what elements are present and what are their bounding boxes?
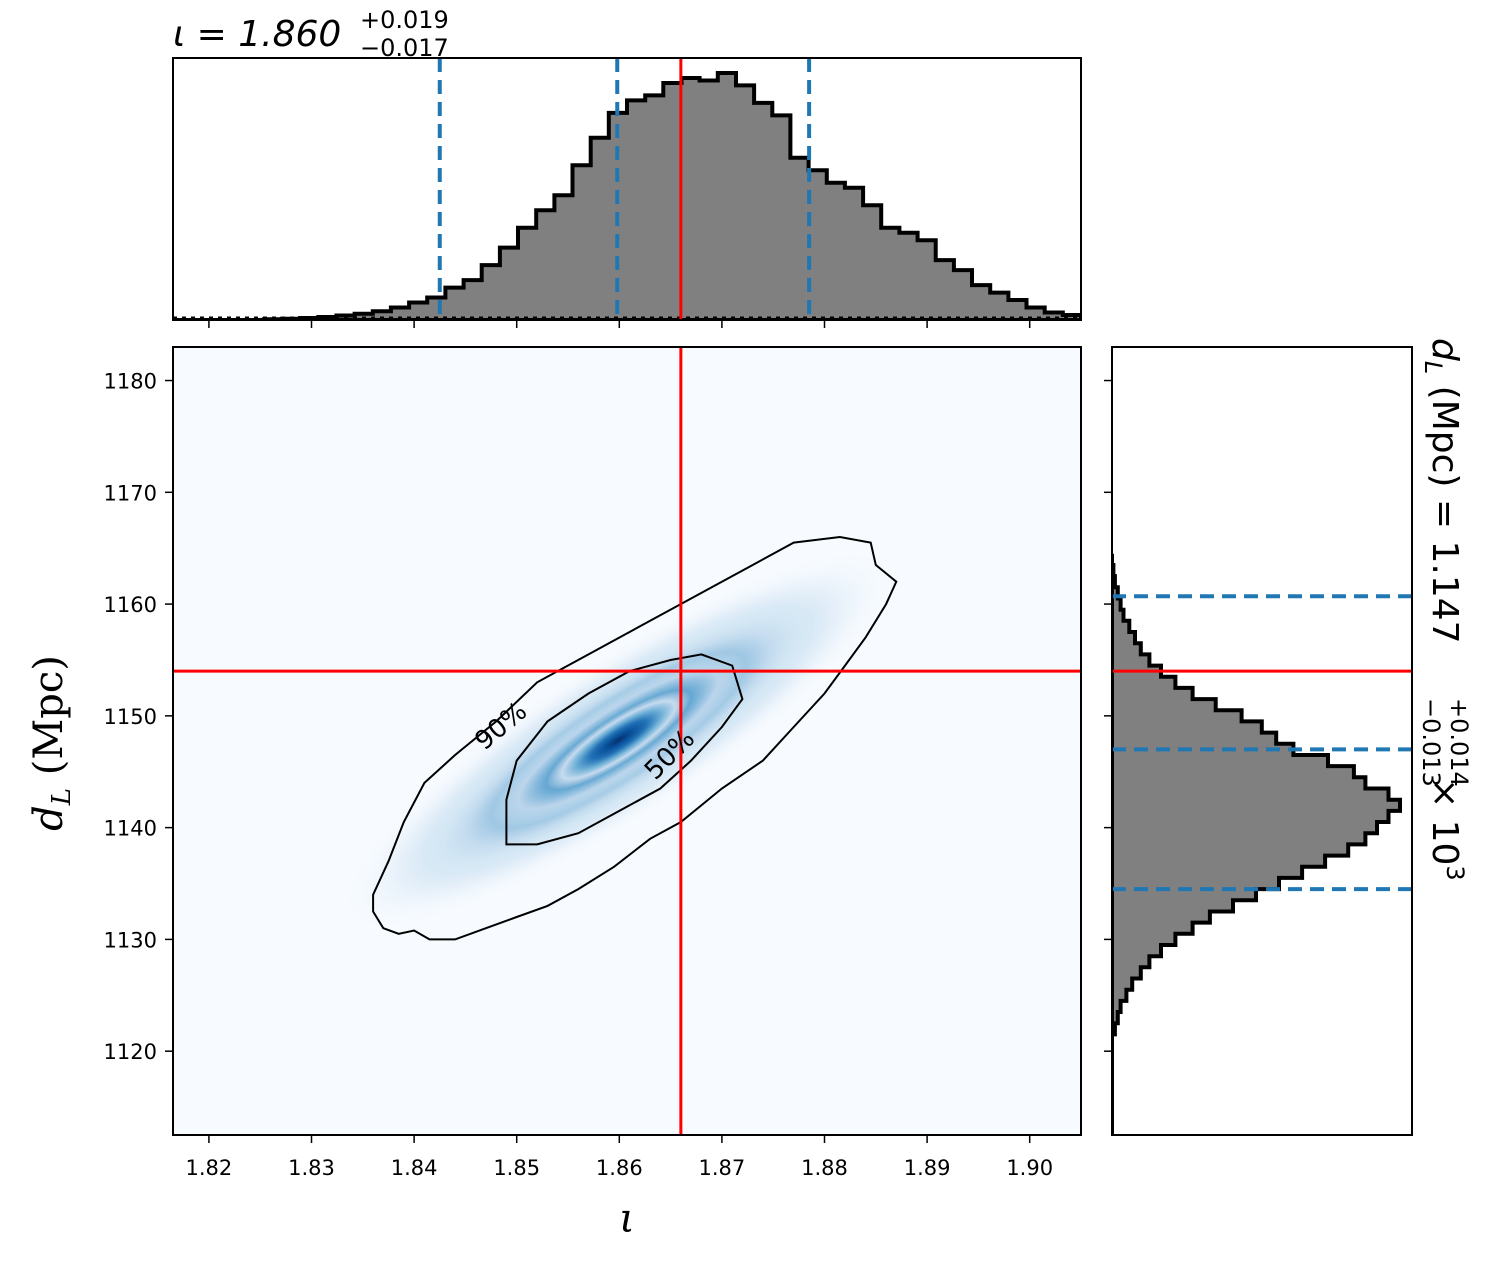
- y-tick-label: 1160: [104, 593, 157, 617]
- x-tick-label: 1.84: [391, 1156, 438, 1180]
- x-tick-label: 1.90: [1006, 1156, 1053, 1180]
- truth-lines: [173, 347, 1081, 1135]
- right-histogram-ticks: [1104, 379, 1112, 1052]
- credible-contours: [372, 535, 898, 941]
- right-histogram-bars: [1112, 553, 1402, 1135]
- right-histogram: [1112, 553, 1412, 1135]
- x-axis-label: ι: [619, 1196, 635, 1242]
- top-histogram-title: ι = 1.860 +0.019 −0.017: [173, 6, 449, 62]
- top-title-plus: +0.019: [360, 6, 449, 34]
- x-tick-label: 1.89: [904, 1156, 951, 1180]
- x-tick-label: 1.86: [596, 1156, 643, 1180]
- y-tick-label: 1180: [104, 370, 157, 394]
- x-tick-label: 1.83: [288, 1156, 335, 1180]
- right-title-minus: −0.013: [1417, 698, 1445, 787]
- contour-90: [372, 535, 898, 941]
- right-title-plus: +0.014: [1445, 698, 1473, 787]
- y-axis-label: dL (Mpc): [26, 655, 77, 831]
- svg-text:dL (Mpc): dL (Mpc): [26, 655, 77, 831]
- contour-50: [505, 653, 744, 846]
- density-image: [338, 548, 899, 932]
- right-title-rest: (Mpc) = 1.147: [1424, 374, 1465, 643]
- x-axis-ticks: 1.82 1.83 1.84 1.85 1.86 1.87 1.88 1.89 1.90: [186, 1135, 1053, 1180]
- right-title-sub: L: [1419, 361, 1447, 374]
- x-tick-label: 1.82: [186, 1156, 233, 1180]
- x-tick-label: 1.85: [493, 1156, 540, 1180]
- y-axis-ticks: 1120 1130 1140 1150 1160 1170 1180: [104, 370, 173, 1064]
- main-panel-frame: [172, 346, 1082, 1136]
- y-axis-label-rest: (Mpc): [26, 655, 72, 788]
- y-tick-label: 1170: [104, 481, 157, 505]
- top-histogram-frame: [172, 57, 1082, 321]
- top-histogram: [173, 58, 1081, 320]
- y-axis-label-sub: L: [47, 788, 77, 806]
- top-histogram-ticks: [208, 320, 1031, 328]
- top-title-main: ι = 1.860: [173, 14, 341, 55]
- y-tick-label: 1120: [104, 1040, 157, 1064]
- y-axis-label-main: d: [26, 805, 72, 831]
- x-tick-label: 1.87: [699, 1156, 746, 1180]
- svg-text:ι = 1.860: ι = 1.860: [173, 14, 341, 55]
- right-histogram-title: dL (Mpc) = 1.147 +0.014 −0.013 × 103: [1417, 338, 1473, 881]
- y-tick-label: 1150: [104, 705, 157, 729]
- right-title-exp: 3: [1441, 865, 1469, 880]
- y-tick-label: 1140: [104, 817, 157, 841]
- y-tick-label: 1130: [104, 928, 157, 952]
- top-title-minus: −0.017: [360, 34, 449, 62]
- svg-text:dL (Mpc) = 1.147: dL (Mpc) = 1.147: [1419, 338, 1465, 644]
- density-core: [546, 690, 691, 790]
- x-tick-label: 1.88: [801, 1156, 848, 1180]
- svg-text:× 103: × 103: [1424, 778, 1469, 881]
- right-title-scale: × 10: [1424, 778, 1465, 865]
- right-title-main: d: [1424, 338, 1465, 362]
- top-histogram-bars: [173, 71, 1081, 320]
- right-histogram-frame: [1111, 346, 1413, 1136]
